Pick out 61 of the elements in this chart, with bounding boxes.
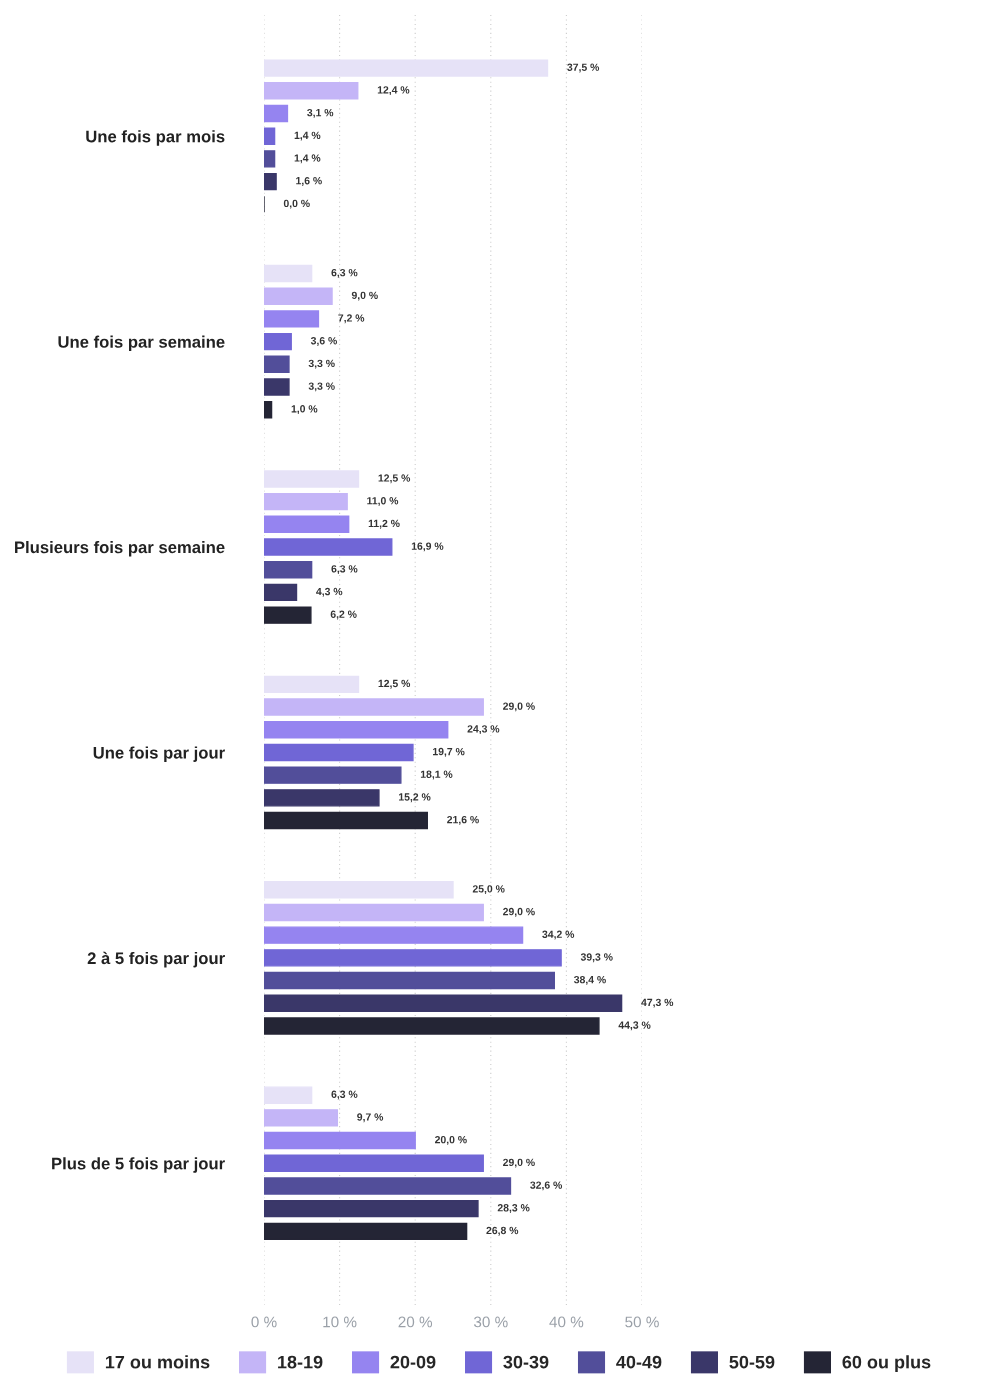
data-label: 44,3 % <box>618 1021 651 1031</box>
data-label: 12,5 % <box>378 474 411 484</box>
data-label: 29,0 % <box>503 1158 535 1168</box>
data-label: 37,5 % <box>567 63 600 73</box>
data-label: 7,2 % <box>338 314 365 324</box>
data-label: 3,3 % <box>308 382 335 392</box>
data-label: 11,0 % <box>367 497 399 506</box>
data-label: 6,3 % <box>331 268 358 278</box>
data-label: 34,2 % <box>542 930 575 940</box>
data-label: 6,3 % <box>331 565 358 575</box>
legend-label: 50-59 <box>729 1355 775 1369</box>
data-label: 6,3 % <box>331 1090 358 1100</box>
data-label: 39,3 % <box>580 953 613 963</box>
x-tick-label: 40 % <box>549 1316 584 1328</box>
x-tick-label: 50 % <box>625 1316 659 1328</box>
data-label: 32,6 % <box>530 1181 563 1191</box>
y-tick-label: Une fois par jour <box>93 746 225 762</box>
y-tick-label: Plus de 5 fois par jour <box>52 1157 225 1173</box>
legend-label: 30-39 <box>503 1355 549 1369</box>
data-label: 24,3 % <box>467 725 500 735</box>
y-tick-label: Plusieurs fois par semaine <box>15 540 225 557</box>
data-label: 1,6 % <box>296 177 322 186</box>
y-tick-label: 2 à 5 fois par jour <box>87 951 225 968</box>
data-label: 3,3 % <box>308 359 335 369</box>
data-label: 4,3 % <box>316 587 343 597</box>
data-label: 29,0 % <box>503 907 535 917</box>
legend-label: 60 ou plus <box>842 1355 931 1373</box>
data-label: 18,1 % <box>420 770 453 780</box>
data-label: 16,9 % <box>411 542 444 552</box>
x-tick-label: 30 % <box>473 1316 508 1328</box>
data-label: 19,7 % <box>433 747 465 757</box>
data-label: 21,6 % <box>447 815 479 825</box>
data-label: 0,0 % <box>283 199 310 209</box>
data-label: 9,0 % <box>351 291 378 301</box>
data-label: 1,4 % <box>294 154 321 164</box>
data-label: 6,2 % <box>330 610 357 620</box>
data-label: 3,1 % <box>307 108 334 118</box>
data-label: 12,4 % <box>377 86 410 96</box>
data-label: 29,0 % <box>503 702 535 712</box>
data-label: 1,0 % <box>291 405 318 415</box>
data-label: 28,3 % <box>497 1204 530 1213</box>
data-label: 12,5 % <box>378 679 411 689</box>
data-label: 20,0 % <box>435 1135 467 1145</box>
data-label: 3,6 % <box>310 337 338 346</box>
data-label: 26,8 % <box>486 1226 519 1236</box>
y-tick-label: Une fois par semaine <box>58 335 225 352</box>
data-label: 9,7 % <box>357 1113 384 1123</box>
data-label: 15,2 % <box>399 793 431 803</box>
data-label: 25,0 % <box>472 885 505 895</box>
x-tick-label: 0 % <box>251 1316 277 1328</box>
data-label: 38,4 % <box>573 975 606 985</box>
legend-label: 40-49 <box>616 1355 662 1369</box>
legend-label: 18-19 <box>278 1355 323 1369</box>
data-label: 11,2 % <box>368 519 400 529</box>
x-tick-label: 20 % <box>398 1316 433 1328</box>
y-tick-label: Une fois par mois <box>86 130 225 146</box>
legend-label: 20-09 <box>390 1355 436 1369</box>
legend-label: 17 ou moins <box>105 1355 210 1369</box>
x-tick-label: 10 % <box>323 1316 357 1328</box>
data-label: 47,3 % <box>641 998 674 1008</box>
data-label: 1,4 % <box>294 131 321 141</box>
